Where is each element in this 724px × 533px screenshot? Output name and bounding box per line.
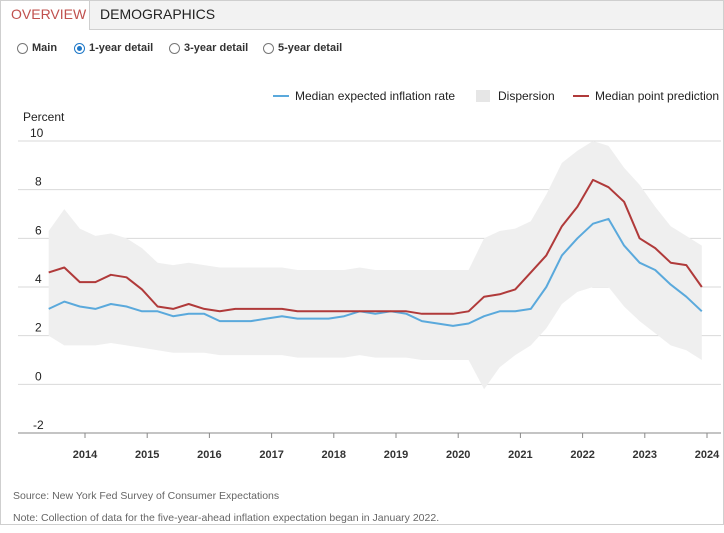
x-tick-label: 2016 [197, 449, 221, 461]
x-tick-label: 2022 [570, 449, 594, 461]
radio-circle-icon[interactable] [263, 42, 274, 54]
x-tick-label: 2020 [446, 449, 470, 461]
radio-label: 1-year detail [89, 42, 154, 54]
series-lines [48, 178, 703, 327]
footnote: Note: Collection of data for the five-ye… [13, 512, 440, 524]
chart-legend: Median expected inflation rate Dispersion… [273, 89, 719, 103]
y-tick-label: 8 [35, 175, 42, 189]
y-tick-label: 6 [35, 223, 42, 237]
x-tick-label: 2023 [633, 449, 657, 461]
chart-footer: Source: New York Fed Survey of Consumer … [13, 489, 439, 533]
y-tick-label: 2 [35, 321, 42, 335]
x-tick-label: 2017 [259, 449, 283, 461]
x-tick-label: 2021 [508, 449, 532, 461]
radio-1-year-detail[interactable]: 1-year detail [74, 39, 153, 57]
radio-label: 3-year detail [184, 42, 249, 54]
y-axis-ticks: 10 8 6 4 2 0 -2 [30, 126, 44, 432]
radio-3-year-detail[interactable]: 3-year detail [169, 39, 248, 57]
y-tick-label: 4 [35, 272, 42, 286]
line-chart: Median expected inflation rate Dispersion… [18, 89, 721, 461]
legend-median-point-label: Median point prediction [595, 89, 719, 103]
dispersion-area [48, 141, 702, 390]
radio-label: Main [32, 42, 58, 54]
dispersion-band [48, 141, 702, 390]
x-tick-label: 2019 [384, 449, 408, 461]
tab-demographics[interactable]: DEMOGRAPHICS [100, 6, 216, 22]
median-expected-inflation-line [48, 217, 703, 327]
source-note: Source: New York Fed Survey of Consumer … [13, 490, 280, 502]
radio-circle-icon[interactable] [169, 42, 180, 54]
x-axis: 2014 2015 2016 2017 2018 2019 2020 2021 2022 2023… [18, 432, 721, 461]
legend-dispersion-label: Dispersion [498, 89, 555, 103]
x-tick-label: 2018 [322, 449, 346, 461]
tab-overview[interactable]: OVERVIEW [1, 1, 90, 30]
radio-label: 5-year detail [278, 42, 343, 54]
y-tick-label: 10 [30, 126, 44, 140]
radio-main[interactable]: Main [17, 39, 57, 57]
radio-circle-icon[interactable] [17, 42, 28, 54]
legend-dispersion-swatch [476, 90, 490, 102]
tab-bar: OVERVIEW DEMOGRAPHICS [1, 1, 723, 30]
legend-median-expected-label: Median expected inflation rate [295, 89, 455, 103]
y-axis-label: Percent [23, 110, 65, 124]
x-tick-label: 2024 [695, 449, 720, 461]
y-tick-label: -2 [33, 418, 44, 432]
x-tick-label: 2015 [135, 449, 159, 461]
y-tick-label: 0 [35, 369, 42, 383]
radio-circle-icon[interactable] [74, 42, 85, 54]
radio-5-year-detail[interactable]: 5-year detail [263, 39, 342, 57]
x-tick-label: 2014 [73, 449, 98, 461]
median-point-prediction-line [48, 178, 703, 315]
